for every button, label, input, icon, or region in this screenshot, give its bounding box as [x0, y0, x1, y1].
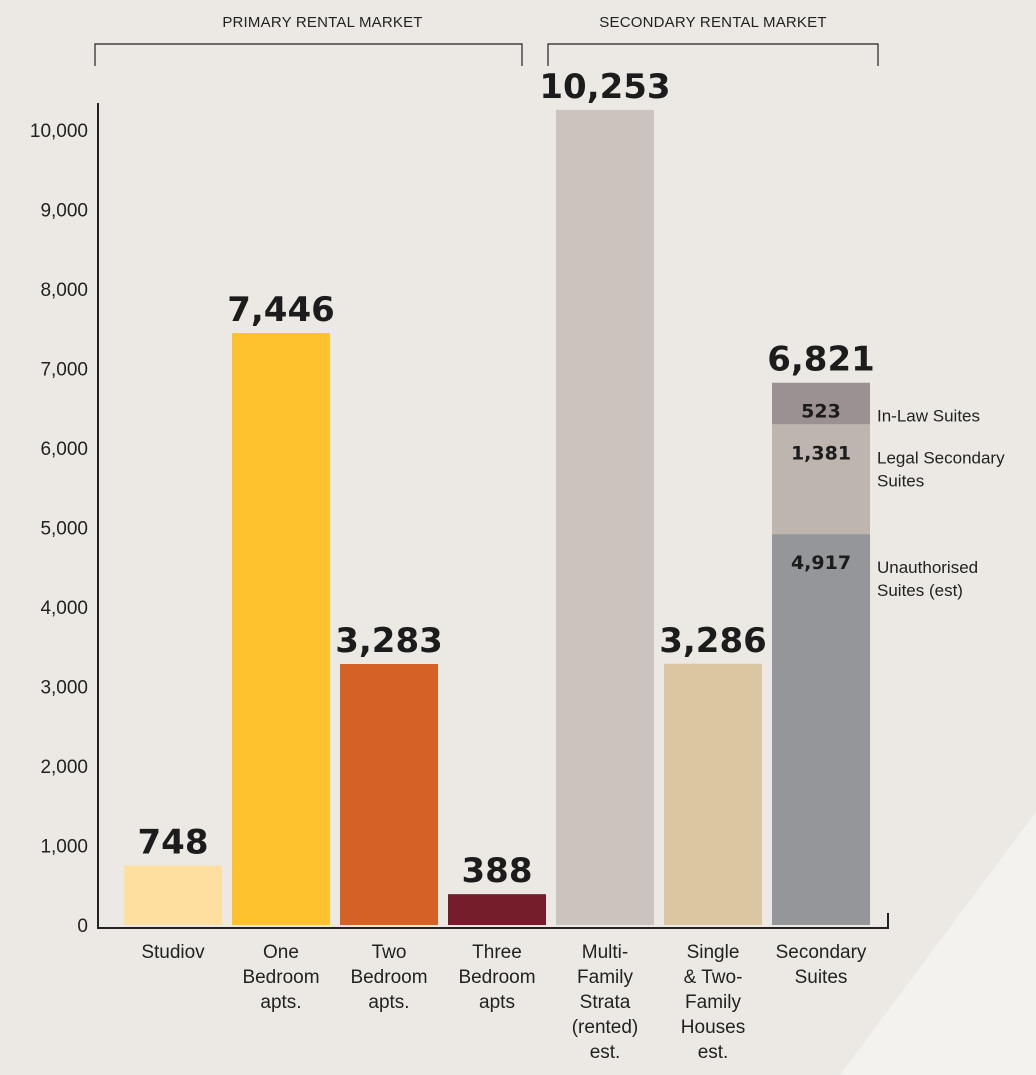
- bar: [448, 894, 546, 925]
- bar: [232, 333, 330, 926]
- category-label-line: Family: [577, 967, 633, 988]
- category-label-line: Houses: [681, 1017, 745, 1038]
- segment-value-label: 4,917: [791, 552, 851, 574]
- category-label-line: Family: [685, 992, 741, 1013]
- category-label: Three Bedroom apts: [458, 942, 535, 1013]
- category-label-line: est.: [590, 1042, 621, 1063]
- bar-value-label: 748: [138, 823, 209, 863]
- segment-legend-label: Suites (est): [877, 581, 963, 600]
- category-label-line: Single: [687, 942, 740, 963]
- chart-axes: [97, 103, 889, 929]
- category-label: Studiov: [141, 942, 205, 963]
- category-label: One Bedroom apts.: [242, 942, 319, 1013]
- category-label: Single & Two- Family Houses est.: [681, 942, 745, 1063]
- category-label-line: & Two-: [684, 967, 743, 988]
- category-label-line: Two: [372, 942, 407, 963]
- bar-value-label: 10,253: [539, 67, 670, 107]
- category-label: Multi- Family Strata (rented) est.: [572, 942, 639, 1063]
- group-label: PRIMARY RENTAL MARKET: [222, 14, 422, 31]
- category-label-line: apts.: [368, 992, 409, 1013]
- bar-value-label: 6,821: [767, 340, 875, 380]
- bar-value-label: 3,283: [335, 621, 443, 661]
- bar: [556, 109, 654, 926]
- bar: [340, 664, 438, 925]
- category-label-line: Secondary: [776, 942, 867, 963]
- category-label: Two Bedroom apts.: [350, 942, 427, 1013]
- bar-segment: [772, 424, 870, 535]
- bar-value-label: 3,286: [659, 621, 767, 661]
- category-label-line: Suites: [795, 967, 848, 988]
- group-bracket: [547, 43, 879, 66]
- segment-value-label: 1,381: [791, 442, 851, 464]
- category-label: Secondary Suites: [776, 942, 867, 988]
- category-label-line: Multi-: [582, 942, 628, 963]
- y-tick-label: 3,000: [40, 678, 88, 699]
- category-label-line: Bedroom: [458, 967, 535, 988]
- category-label-line: apts: [479, 992, 515, 1013]
- bar: [664, 663, 762, 925]
- y-tick-label: 6,000: [40, 439, 88, 460]
- segment-legend-label: Suites: [877, 471, 924, 490]
- segment-legend-label: Legal Secondary: [877, 448, 1005, 467]
- category-label-line: Bedroom: [350, 967, 427, 988]
- segment-value-label: 523: [801, 401, 841, 423]
- category-label-line: est.: [698, 1042, 729, 1063]
- background-fold: [840, 812, 1036, 1075]
- bar-value-label: 7,446: [227, 290, 335, 330]
- y-tick-label: 8,000: [40, 280, 88, 301]
- category-label-line: Three: [472, 942, 522, 963]
- bar-value-label: 388: [462, 851, 533, 891]
- group-bracket: [94, 43, 523, 66]
- y-tick-label: 2,000: [40, 757, 88, 778]
- category-label-line: Studiov: [141, 942, 205, 963]
- y-tick-label: 5,000: [40, 519, 88, 540]
- y-tick-label: 7,000: [40, 360, 88, 381]
- category-label-line: One: [263, 942, 299, 963]
- segment-legend-label: Unauthorised: [877, 558, 978, 577]
- bar-segment: [772, 382, 870, 425]
- category-label-line: (rented): [572, 1017, 639, 1038]
- y-tick-label: 9,000: [40, 201, 88, 222]
- bar: [124, 865, 222, 925]
- y-tick-label: 4,000: [40, 598, 88, 619]
- y-tick-label: 0: [77, 916, 88, 937]
- group-label: SECONDARY RENTAL MARKET: [599, 14, 826, 31]
- category-label-line: Bedroom: [242, 967, 319, 988]
- y-tick-label: 1,000: [40, 837, 88, 858]
- category-label-line: apts.: [260, 992, 301, 1013]
- bar-segment: [772, 534, 870, 925]
- segment-legend-label: In-Law Suites: [877, 407, 980, 426]
- category-label-line: Strata: [580, 992, 631, 1013]
- y-tick-label: 10,000: [30, 121, 88, 142]
